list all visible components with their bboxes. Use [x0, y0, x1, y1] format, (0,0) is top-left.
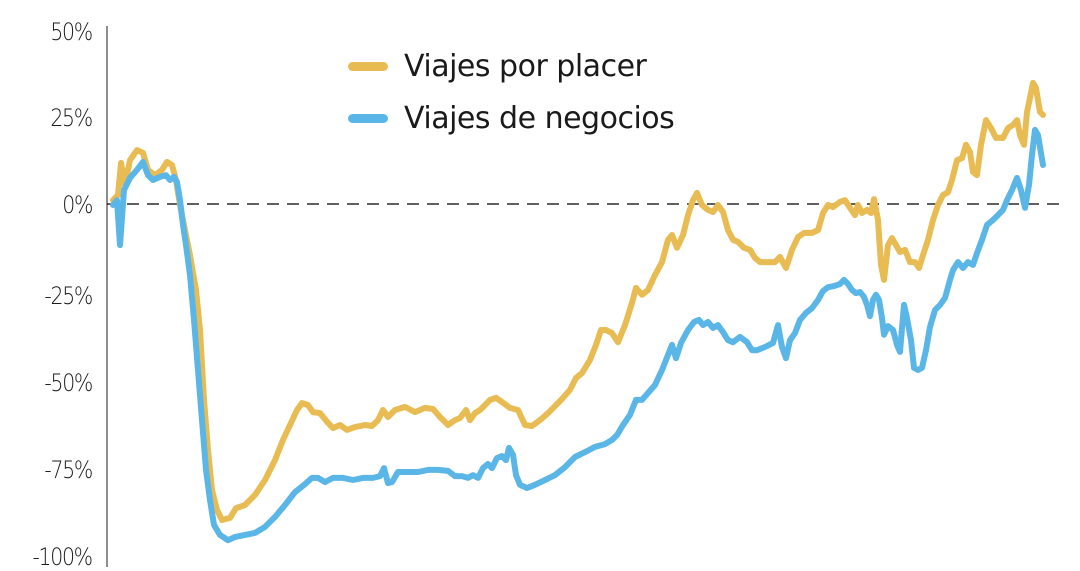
y-tick-label: -50% [44, 369, 93, 397]
legend-label: Viajes por placer [404, 48, 647, 84]
series-line-viajes-por-placer [110, 79, 1046, 523]
y-tick-label: -100% [32, 543, 94, 571]
legend-item-viajes-por-placer: Viajes por placer [348, 40, 674, 92]
legend-swatch-blue [348, 113, 388, 123]
legend-swatch-yellow [348, 61, 388, 71]
legend-label: Viajes de negocios [404, 100, 675, 136]
chart-legend: Viajes por placer Viajes de negocios [348, 40, 675, 144]
series-line-viajes-de-negocios [110, 126, 1046, 544]
legend-item-viajes-de-negocios: Viajes de negocios [348, 92, 675, 144]
y-tick-label: 0% [62, 191, 93, 219]
y-tick-label: 50% [50, 18, 93, 46]
y-tick-label: 25% [50, 104, 93, 132]
y-tick-label: -25% [44, 282, 93, 310]
y-tick-label: -75% [44, 456, 93, 484]
